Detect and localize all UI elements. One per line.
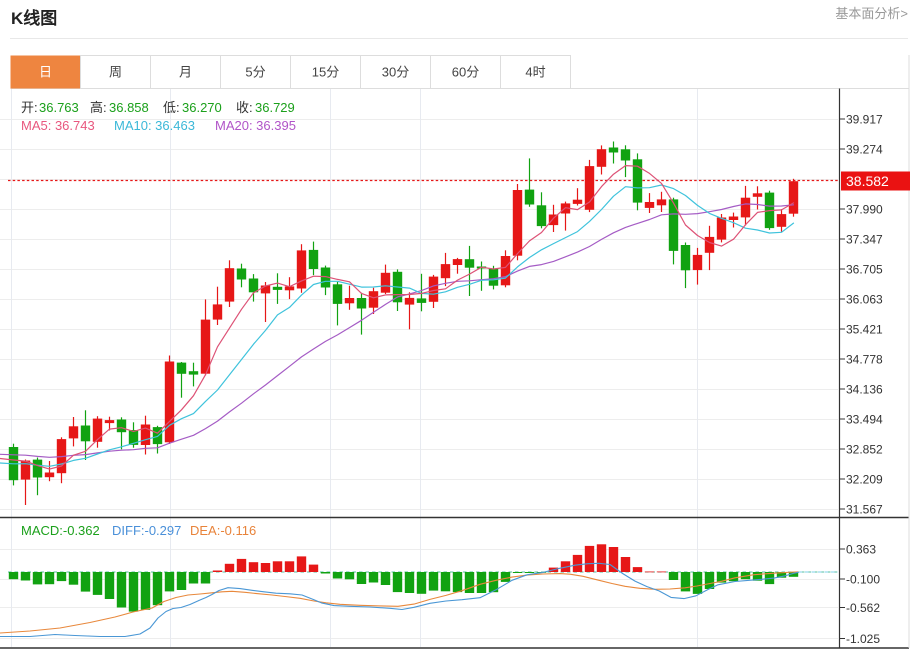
svg-text:MA20: 36.395: MA20: 36.395 xyxy=(215,118,296,133)
svg-text:35.421: 35.421 xyxy=(846,323,883,337)
svg-text:日: 日 xyxy=(39,65,52,80)
svg-text:38.582: 38.582 xyxy=(846,173,889,189)
svg-text:开:: 开: xyxy=(21,100,38,115)
svg-text:39.917: 39.917 xyxy=(846,113,883,127)
svg-text:32.852: 32.852 xyxy=(846,443,883,457)
svg-text:MACD:-0.362: MACD:-0.362 xyxy=(21,523,100,538)
svg-text:34.778: 34.778 xyxy=(846,353,883,367)
svg-text:-0.562: -0.562 xyxy=(846,601,880,615)
svg-text:-1.025: -1.025 xyxy=(846,632,880,646)
svg-text:36.063: 36.063 xyxy=(846,293,883,307)
svg-text:33.494: 33.494 xyxy=(846,413,883,427)
svg-text:36.763: 36.763 xyxy=(39,100,79,115)
svg-text:36.270: 36.270 xyxy=(182,100,222,115)
svg-text:月: 月 xyxy=(179,65,192,80)
svg-text:基本面分析>: 基本面分析> xyxy=(835,6,908,21)
svg-text:DEA:-0.116: DEA:-0.116 xyxy=(190,523,256,538)
svg-text:31.567: 31.567 xyxy=(846,503,883,517)
svg-text:15分: 15分 xyxy=(312,65,339,80)
svg-text:39.274: 39.274 xyxy=(846,143,883,157)
svg-text:0.363: 0.363 xyxy=(846,543,876,557)
svg-text:36.705: 36.705 xyxy=(846,263,883,277)
svg-text:37.347: 37.347 xyxy=(846,233,883,247)
svg-text:高:: 高: xyxy=(90,100,107,115)
svg-text:MA5: 36.743: MA5: 36.743 xyxy=(21,118,95,133)
svg-text:37.990: 37.990 xyxy=(846,203,883,217)
svg-text:36.858: 36.858 xyxy=(109,100,149,115)
svg-text:低:: 低: xyxy=(163,100,180,115)
svg-text:34.136: 34.136 xyxy=(846,383,883,397)
svg-text:-0.100: -0.100 xyxy=(846,573,880,587)
svg-text:收:: 收: xyxy=(236,100,253,115)
svg-text:60分: 60分 xyxy=(452,65,479,80)
svg-text:36.729: 36.729 xyxy=(255,100,295,115)
svg-text:4时: 4时 xyxy=(525,65,545,80)
svg-text:5分: 5分 xyxy=(245,65,265,80)
svg-text:30分: 30分 xyxy=(382,65,409,80)
svg-text:K线图: K线图 xyxy=(11,8,57,28)
svg-text:周: 周 xyxy=(109,65,122,80)
svg-text:32.209: 32.209 xyxy=(846,473,883,487)
svg-text:DIFF:-0.297: DIFF:-0.297 xyxy=(112,523,181,538)
svg-text:MA10: 36.463: MA10: 36.463 xyxy=(114,118,195,133)
